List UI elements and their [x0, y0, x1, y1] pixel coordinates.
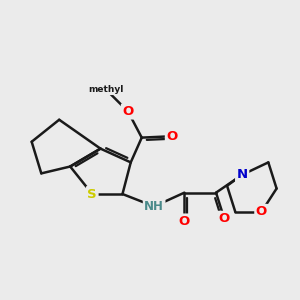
Text: N: N [237, 168, 248, 181]
Text: O: O [167, 130, 178, 143]
Text: O: O [122, 105, 134, 118]
Text: NH: NH [144, 200, 164, 213]
Text: methyl: methyl [88, 85, 124, 94]
Text: O: O [256, 206, 267, 218]
Text: S: S [87, 188, 97, 200]
Text: O: O [179, 215, 190, 228]
Text: O: O [219, 212, 230, 225]
